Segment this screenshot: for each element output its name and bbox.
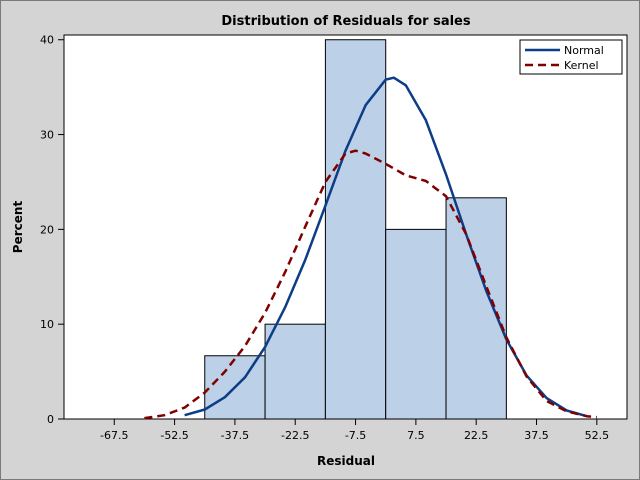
x-tick-label: -7.5 (345, 429, 366, 442)
histogram-bars (204, 39, 507, 420)
x-tick-label: 22.5 (464, 429, 489, 442)
series-line-kernel (144, 149, 597, 420)
y-tick-label: 30 (40, 129, 54, 142)
legend-box (519, 39, 623, 75)
x-axis-label: Residual (317, 454, 375, 468)
legend-label-normal: Normal (564, 44, 604, 57)
x-tick-label: -67.5 (100, 429, 128, 442)
y-axis: 0 10 20 30 40 (40, 34, 64, 426)
legend: Normal Kernel (519, 39, 623, 75)
x-tick-label: 7.5 (407, 429, 425, 442)
density-curves (144, 76, 597, 420)
x-axis: -67.5 -52.5 -37.5 -22.5 -7.5 7.5 22.5 37.5 52.5 (100, 419, 609, 442)
series-line-normal (184, 76, 588, 418)
x-tick-label: -37.5 (221, 429, 249, 442)
legend-label-kernel: Kernel (564, 59, 599, 72)
x-tick-label: 37.5 (524, 429, 549, 442)
x-tick-label: -52.5 (160, 429, 188, 442)
chart-title: Distribution of Residuals for sales (221, 14, 471, 29)
y-tick-label: 10 (40, 318, 54, 331)
y-tick-label: 0 (47, 413, 54, 426)
histogram-bar-3 (385, 228, 447, 420)
y-axis-label: Percent (11, 201, 25, 254)
histogram-bar-2 (324, 39, 387, 420)
x-tick-label: 52.5 (585, 429, 610, 442)
histogram-bar-1 (264, 323, 326, 420)
y-tick-label: 20 (40, 223, 54, 236)
x-tick-label: -22.5 (281, 429, 309, 442)
y-tick-label: 40 (40, 34, 54, 47)
histogram-bar-4 (445, 197, 507, 420)
